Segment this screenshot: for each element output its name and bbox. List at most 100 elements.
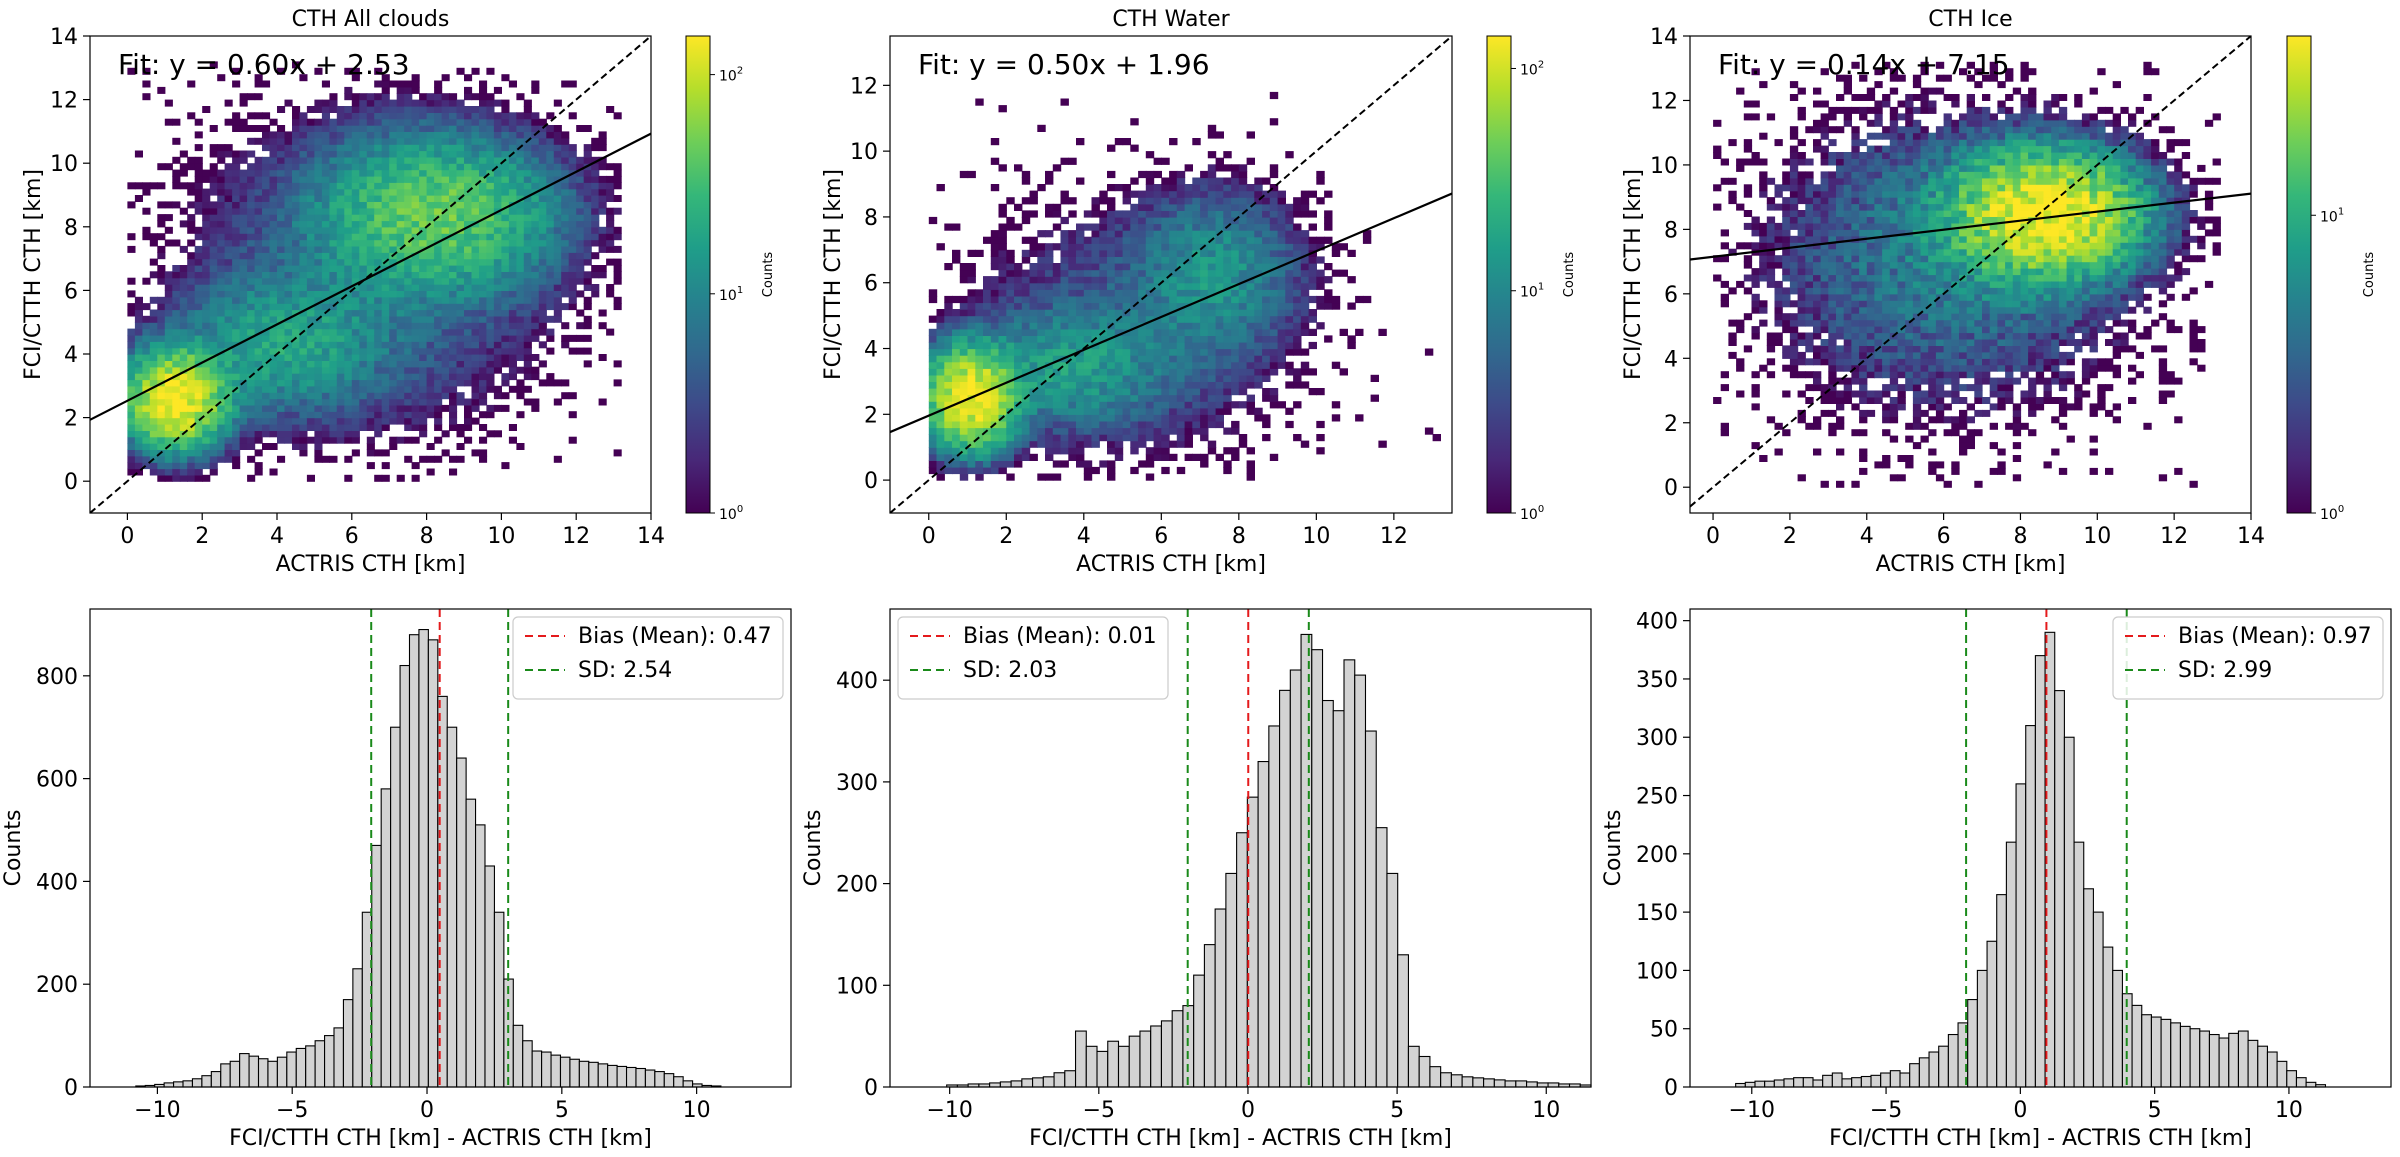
heatmap-cell [396, 385, 405, 393]
heatmap-cell [419, 106, 428, 113]
heatmap-cell [613, 277, 622, 285]
heatmap-cell [1083, 355, 1093, 363]
heatmap-cell [149, 443, 158, 450]
heatmap-cell [598, 137, 607, 145]
heatmap-cell [396, 404, 405, 412]
heatmap-cell [928, 394, 938, 402]
heatmap-cell [441, 169, 450, 177]
heatmap-cell [262, 233, 271, 241]
heatmap-cell [516, 296, 525, 304]
heatmap-cell [1231, 381, 1240, 389]
heatmap-cell [336, 424, 345, 431]
heatmap-cell [456, 245, 465, 253]
heatmap-cell [209, 417, 218, 425]
heatmap-cell [1045, 388, 1054, 396]
heatmap-cell [142, 233, 151, 241]
heatmap-cell [1254, 184, 1263, 192]
heatmap-cell [359, 233, 368, 241]
heatmap-cell [351, 125, 360, 132]
heatmap-cell [508, 207, 517, 215]
heatmap-cell [202, 303, 211, 311]
heatmap-cell [471, 385, 480, 393]
heatmap-cell [419, 252, 428, 260]
heatmap-cell [194, 436, 203, 444]
heatmap-cell [262, 366, 271, 374]
heatmap-cell [493, 309, 502, 317]
heatmap-cell [990, 401, 1000, 409]
heatmap-cell [1238, 263, 1248, 271]
heatmap-cell [381, 175, 390, 183]
heatmap-cell [314, 106, 323, 113]
heatmap-cell [366, 137, 375, 145]
heatmap-cell [1083, 328, 1093, 336]
heatmap-cell [1076, 230, 1085, 238]
heatmap-cell [998, 164, 1007, 172]
heatmap-cell [449, 207, 458, 215]
heatmap-cell [1269, 236, 1279, 244]
heatmap-cell [404, 220, 413, 228]
heatmap-cell [471, 284, 480, 291]
heatmap-cell [359, 239, 368, 247]
heatmap-cell [1269, 118, 1279, 126]
heatmap-cell [321, 207, 330, 215]
heatmap-cell [411, 322, 420, 330]
heatmap-cell [1215, 269, 1224, 277]
heatmap-cell [1223, 447, 1232, 455]
heatmap-cell [1161, 223, 1170, 231]
heatmap-cell [314, 385, 323, 393]
heatmap-cell [479, 328, 488, 336]
heatmap-cell [1192, 138, 1201, 146]
heatmap-cell [314, 163, 323, 171]
heatmap-cell [1076, 447, 1085, 455]
heatmap-cell [262, 443, 271, 450]
heatmap-cell [598, 163, 607, 171]
heatmap-cell [598, 175, 607, 183]
heatmap-cell [232, 379, 241, 387]
heatmap-cell [299, 214, 308, 222]
heatmap-cell [344, 379, 353, 387]
heatmap-cell [983, 401, 992, 409]
heatmap-cell [441, 131, 450, 139]
heatmap-cell [998, 374, 1007, 382]
heatmap-cell [419, 417, 428, 425]
heatmap-cell [209, 328, 218, 336]
heatmap-cell [209, 303, 218, 311]
heatmap-cell [990, 414, 1000, 422]
heatmap-cell [1130, 216, 1139, 225]
heatmap-cell [232, 150, 241, 158]
heatmap-cell [1231, 374, 1240, 382]
heatmap-cell [471, 303, 480, 311]
heatmap-cell [381, 366, 390, 374]
heatmap-cell [553, 315, 562, 323]
heatmap-cell [1238, 374, 1248, 382]
heatmap-cell [179, 265, 188, 272]
heatmap-cell [404, 112, 413, 120]
heatmap-cell [1130, 414, 1139, 422]
heatmap-cell [1099, 368, 1108, 376]
heatmap-cell [359, 214, 368, 222]
heatmap-cell [1262, 355, 1271, 363]
heatmap-cell [1300, 302, 1310, 310]
heatmap-cell [464, 341, 473, 349]
heatmap-cell [1099, 388, 1108, 396]
heatmap-cell [217, 347, 226, 355]
heatmap-cell [1037, 388, 1046, 396]
heatmap-cell [464, 93, 473, 101]
heatmap-cell [254, 322, 263, 330]
heatmap-cell [553, 258, 562, 266]
heatmap-cell [149, 322, 158, 330]
heatmap-cell [374, 449, 383, 457]
heatmap-cell [479, 392, 488, 400]
heatmap-cell [321, 188, 330, 196]
heatmap-cell [486, 175, 495, 183]
heatmap-cell [1231, 197, 1240, 205]
heatmap-cell [262, 309, 271, 317]
heatmap-cell [314, 169, 323, 177]
heatmap-cell [449, 239, 458, 247]
heatmap-cell [284, 296, 293, 304]
heatmap-cell [389, 347, 398, 355]
heatmap-cell [396, 334, 405, 342]
heatmap-cell [1200, 374, 1209, 382]
heatmap-cell [516, 188, 525, 196]
heatmap-cell [239, 125, 248, 132]
